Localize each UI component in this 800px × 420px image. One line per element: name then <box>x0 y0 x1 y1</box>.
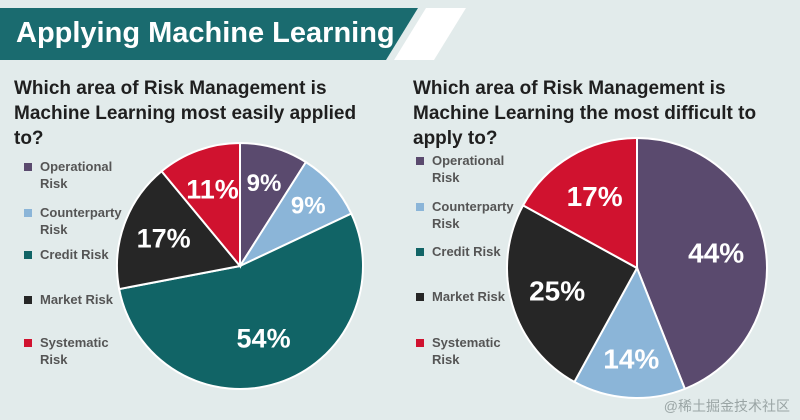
watermark: @稀土掘金技术社区 <box>663 398 790 414</box>
chart-1-title: Which area of Risk Management is Machine… <box>14 78 357 149</box>
pie-slice-systematic-risk <box>521 136 638 270</box>
legend-item-operational-risk: Operational Risk <box>416 152 524 186</box>
legend-swatch <box>24 296 32 304</box>
legend-item-systematic-risk: Systematic Risk <box>416 334 524 368</box>
legend-swatch <box>416 339 424 347</box>
legend-item-credit-risk: Credit Risk <box>416 243 524 260</box>
title-banner: Applying Machine Learning <box>0 8 470 60</box>
slice-label-systematic-risk: 17% <box>567 181 623 212</box>
legend-swatch <box>416 293 424 301</box>
chart-2-title: Which area of Risk Management is Machine… <box>413 78 757 149</box>
banner-background <box>0 8 418 60</box>
legend-label: Operational Risk <box>40 159 113 191</box>
legend-item-market-risk: Market Risk <box>24 291 132 308</box>
slice-label-counterparty-risk: 9% <box>291 192 326 219</box>
legend-label: Market Risk <box>432 289 505 304</box>
legend-item-systematic-risk: Systematic Risk <box>24 334 132 368</box>
slice-label-operational-risk: 9% <box>247 170 282 197</box>
legend-label: Systematic Risk <box>40 335 109 367</box>
pie-slice-market-risk <box>116 169 242 291</box>
legend-swatch <box>416 203 424 211</box>
pie-slice-counterparty-risk <box>573 265 687 399</box>
slice-label-counterparty-risk: 14% <box>603 343 659 374</box>
chart-2-legend: Operational Risk Counterparty Risk Credit … <box>416 152 536 372</box>
legend-label: Counterparty Risk <box>40 205 122 237</box>
legend-swatch <box>24 163 32 171</box>
legend-item-operational-risk: Operational Risk <box>24 158 132 192</box>
legend-label: Counterparty Risk <box>432 199 514 231</box>
legend-label: Operational Risk <box>432 153 505 185</box>
slice-label-operational-risk: 44% <box>688 237 744 268</box>
chart-1-pie: 9% 9% 54% 17% 11% <box>116 141 364 390</box>
legend-swatch <box>24 251 32 259</box>
chart-1-legend: Operational Risk Counterparty Risk Credit … <box>24 158 144 378</box>
legend-item-counterparty-risk: Counterparty Risk <box>416 198 524 232</box>
pie-slice-operational-risk <box>636 136 768 391</box>
legend-swatch <box>24 209 32 217</box>
chart-2-pie: 44% 14% 25% 17% <box>506 136 768 399</box>
slice-label-credit-risk: 54% <box>237 324 291 354</box>
pie-slice-systematic-risk <box>160 141 241 269</box>
legend-item-credit-risk: Credit Risk <box>24 246 132 263</box>
legend-label: Credit Risk <box>432 244 501 259</box>
slice-label-market-risk: 17% <box>137 224 191 254</box>
slice-label-systematic-risk: 11% <box>186 175 239 205</box>
legend-swatch <box>416 248 424 256</box>
banner-stripe <box>394 8 466 60</box>
slice-label-market-risk: 25% <box>529 276 585 307</box>
legend-swatch <box>24 339 32 347</box>
banner-shape <box>0 8 466 60</box>
legend-label: Market Risk <box>40 292 113 307</box>
legend-item-market-risk: Market Risk <box>416 288 524 305</box>
legend-item-counterparty-risk: Counterparty Risk <box>24 204 132 238</box>
pie-slice-market-risk <box>506 204 639 384</box>
legend-swatch <box>416 157 424 165</box>
page-title: Applying Machine Learning <box>16 17 395 49</box>
legend-label: Credit Risk <box>40 247 109 262</box>
legend-label: Systematic Risk <box>432 335 501 367</box>
pie-slice-credit-risk <box>118 212 364 390</box>
